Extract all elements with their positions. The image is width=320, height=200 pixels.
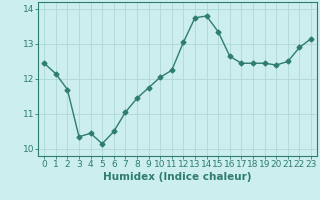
X-axis label: Humidex (Indice chaleur): Humidex (Indice chaleur)	[103, 172, 252, 182]
